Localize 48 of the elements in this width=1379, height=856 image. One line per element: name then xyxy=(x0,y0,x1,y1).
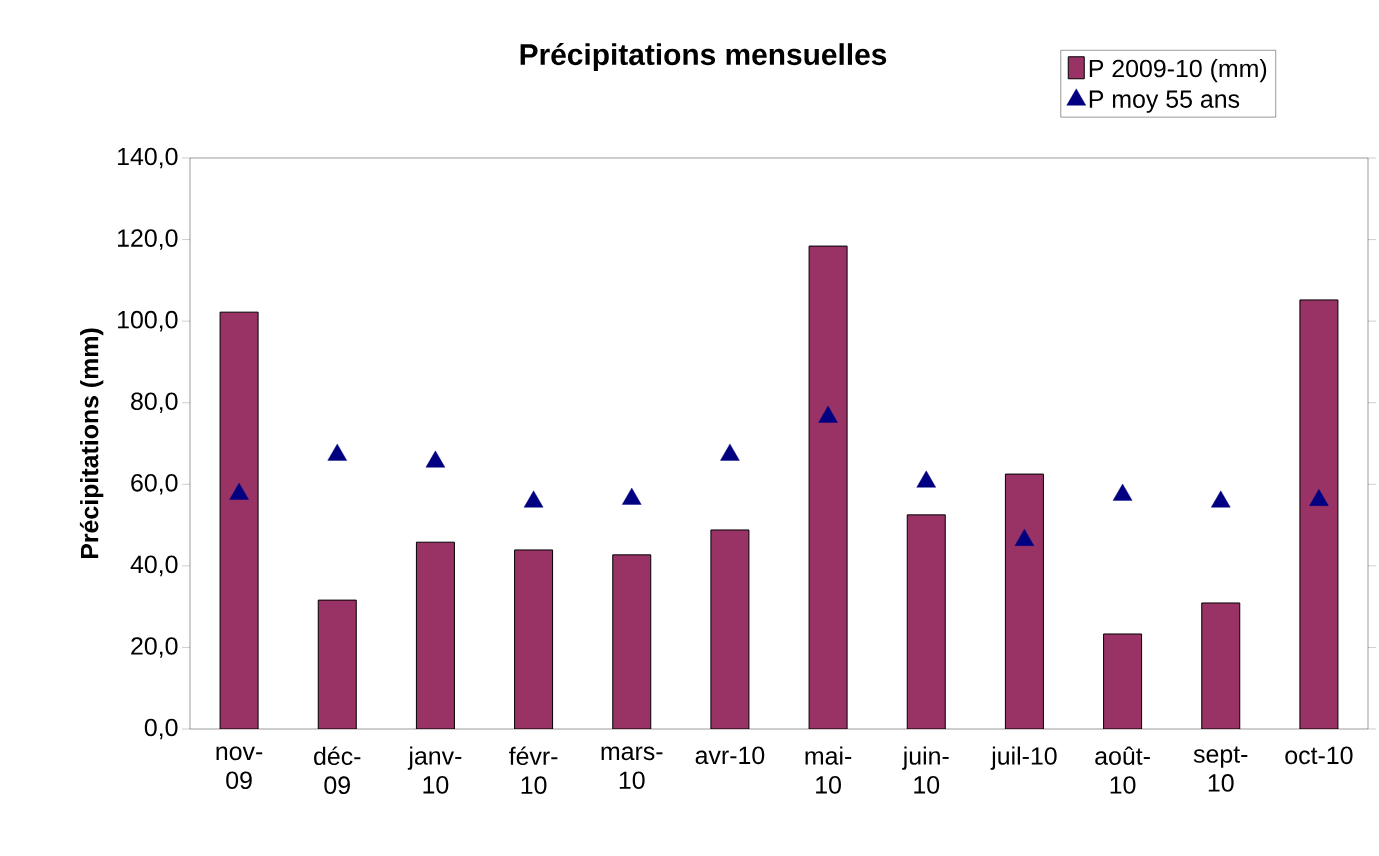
y-tick-label: 60,0 xyxy=(131,473,178,495)
point xyxy=(720,443,740,461)
point xyxy=(425,450,446,468)
x-tick-label: nov-09 xyxy=(216,746,263,790)
point xyxy=(327,443,347,461)
y-tick-label: 40,0 xyxy=(130,555,178,577)
bar xyxy=(808,245,848,729)
x-tick-label: sept-10 xyxy=(1193,746,1248,792)
y-tick-label: 0,0 xyxy=(144,718,178,740)
bar xyxy=(612,554,652,729)
bar xyxy=(514,549,554,729)
point xyxy=(622,487,642,505)
bar xyxy=(415,541,455,729)
bar xyxy=(1103,633,1143,729)
bar xyxy=(219,311,259,729)
x-tick-label: juil-10 xyxy=(990,746,1057,770)
bar xyxy=(906,514,946,729)
bar xyxy=(1201,602,1241,729)
x-tick-label: avr-10 xyxy=(695,746,765,765)
y-tick-label: 120,0 xyxy=(118,229,178,250)
x-tick-label: juin-10 xyxy=(902,746,949,794)
y-axis-title: Précipitations (mm) xyxy=(79,328,104,559)
x-tick-label: oct-10 xyxy=(1285,746,1353,765)
x-tick-label: mai-10 xyxy=(805,746,852,794)
point xyxy=(1112,483,1133,501)
x-tick-label: déc-09 xyxy=(314,746,361,794)
point xyxy=(229,482,249,500)
point xyxy=(1309,488,1329,506)
y-tick-label: 140,0 xyxy=(118,147,178,169)
point xyxy=(1211,490,1231,508)
legend-label: P 2009-10 (mm) xyxy=(1089,59,1267,83)
bar xyxy=(710,529,750,729)
x-tick-label: janv-10 xyxy=(407,746,462,794)
point xyxy=(818,405,838,423)
legend-label: P moy 55 ans xyxy=(1089,90,1240,113)
bar xyxy=(1299,299,1339,729)
x-tick-label: févr-10 xyxy=(509,746,558,794)
x-tick-label: mars-10 xyxy=(601,746,663,790)
chart-title: Précipitations mensuelles xyxy=(520,42,887,72)
point xyxy=(916,470,936,488)
y-tick-label: 80,0 xyxy=(131,392,178,413)
point xyxy=(523,490,544,508)
y-tick-label: 20,0 xyxy=(131,637,178,658)
point xyxy=(1014,528,1035,546)
bar xyxy=(317,599,357,729)
y-tick-label: 100,0 xyxy=(118,310,178,332)
bar xyxy=(1004,473,1044,729)
x-tick-label: août-10 xyxy=(1095,746,1150,794)
